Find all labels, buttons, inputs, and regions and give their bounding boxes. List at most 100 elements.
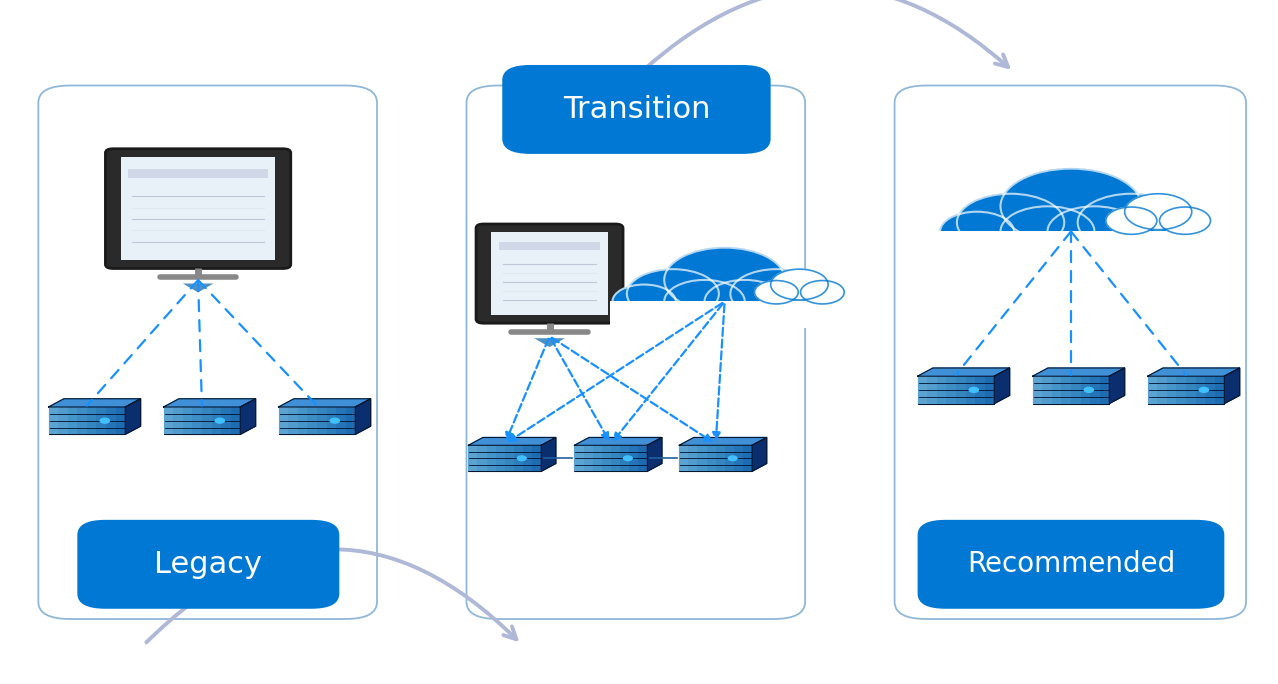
Bar: [505, 445, 514, 471]
Bar: [1033, 376, 1043, 404]
Bar: [192, 407, 202, 434]
Polygon shape: [49, 399, 141, 407]
Bar: [611, 445, 620, 471]
Circle shape: [612, 285, 676, 319]
Bar: [638, 445, 648, 471]
Polygon shape: [1033, 368, 1125, 376]
Circle shape: [704, 280, 785, 323]
Polygon shape: [183, 283, 213, 293]
Bar: [487, 445, 496, 471]
Circle shape: [1125, 194, 1191, 230]
FancyBboxPatch shape: [475, 224, 624, 324]
Circle shape: [330, 418, 340, 423]
Bar: [174, 407, 183, 434]
Bar: [523, 445, 532, 471]
Polygon shape: [1148, 368, 1240, 376]
Polygon shape: [994, 368, 1010, 404]
Bar: [689, 445, 698, 471]
Polygon shape: [240, 399, 256, 434]
Bar: [221, 407, 230, 434]
Bar: [279, 407, 288, 434]
Bar: [49, 407, 59, 434]
Bar: [1214, 376, 1224, 404]
Circle shape: [1001, 207, 1094, 256]
Polygon shape: [469, 438, 556, 445]
Bar: [183, 407, 193, 434]
Circle shape: [1128, 212, 1201, 251]
Bar: [307, 407, 317, 434]
Bar: [918, 376, 927, 404]
Bar: [966, 376, 975, 404]
Polygon shape: [125, 399, 141, 434]
Bar: [469, 445, 478, 471]
Circle shape: [957, 194, 1065, 251]
Circle shape: [1077, 194, 1185, 251]
Polygon shape: [751, 438, 767, 471]
Polygon shape: [542, 438, 556, 471]
Polygon shape: [164, 399, 256, 407]
Bar: [1071, 376, 1081, 404]
Bar: [496, 445, 505, 471]
Bar: [345, 407, 355, 434]
Bar: [97, 407, 106, 434]
FancyBboxPatch shape: [895, 86, 1246, 619]
Bar: [87, 407, 97, 434]
Circle shape: [728, 456, 737, 460]
Bar: [956, 376, 966, 404]
Bar: [743, 445, 753, 471]
Circle shape: [1105, 207, 1157, 235]
Bar: [129, 169, 268, 179]
Circle shape: [518, 456, 527, 460]
Bar: [1061, 376, 1071, 404]
Circle shape: [1001, 169, 1141, 244]
Bar: [116, 407, 125, 434]
Bar: [927, 376, 937, 404]
Bar: [1099, 376, 1109, 404]
Bar: [1081, 376, 1090, 404]
Bar: [78, 407, 87, 434]
Circle shape: [773, 285, 837, 319]
Bar: [1176, 376, 1186, 404]
Polygon shape: [355, 399, 371, 434]
Text: Legacy: Legacy: [155, 550, 262, 579]
Bar: [317, 407, 327, 434]
Polygon shape: [918, 368, 1010, 376]
Circle shape: [100, 418, 110, 423]
Text: Recommended: Recommended: [967, 551, 1174, 578]
Circle shape: [215, 418, 225, 423]
Circle shape: [1159, 207, 1210, 235]
FancyBboxPatch shape: [38, 86, 377, 619]
Bar: [212, 407, 221, 434]
Circle shape: [626, 269, 718, 319]
Bar: [975, 376, 984, 404]
Bar: [984, 376, 994, 404]
Bar: [1148, 376, 1158, 404]
FancyBboxPatch shape: [49, 407, 125, 434]
Bar: [620, 445, 629, 471]
FancyBboxPatch shape: [502, 65, 771, 154]
Bar: [707, 445, 716, 471]
Bar: [298, 407, 308, 434]
FancyBboxPatch shape: [466, 86, 805, 619]
Bar: [478, 445, 487, 471]
Circle shape: [771, 269, 828, 300]
Bar: [716, 445, 725, 471]
Polygon shape: [575, 438, 662, 445]
Circle shape: [1199, 387, 1209, 393]
Polygon shape: [1224, 368, 1240, 404]
Bar: [734, 445, 743, 471]
Bar: [289, 407, 298, 434]
FancyBboxPatch shape: [78, 520, 340, 609]
FancyBboxPatch shape: [469, 445, 542, 471]
Circle shape: [730, 269, 823, 319]
FancyBboxPatch shape: [164, 407, 240, 434]
Bar: [575, 445, 584, 471]
Bar: [491, 233, 608, 315]
FancyBboxPatch shape: [680, 445, 751, 471]
FancyBboxPatch shape: [1148, 376, 1224, 404]
Bar: [498, 242, 601, 250]
FancyBboxPatch shape: [918, 520, 1224, 609]
Circle shape: [754, 280, 799, 304]
Bar: [327, 407, 336, 434]
Bar: [698, 445, 707, 471]
